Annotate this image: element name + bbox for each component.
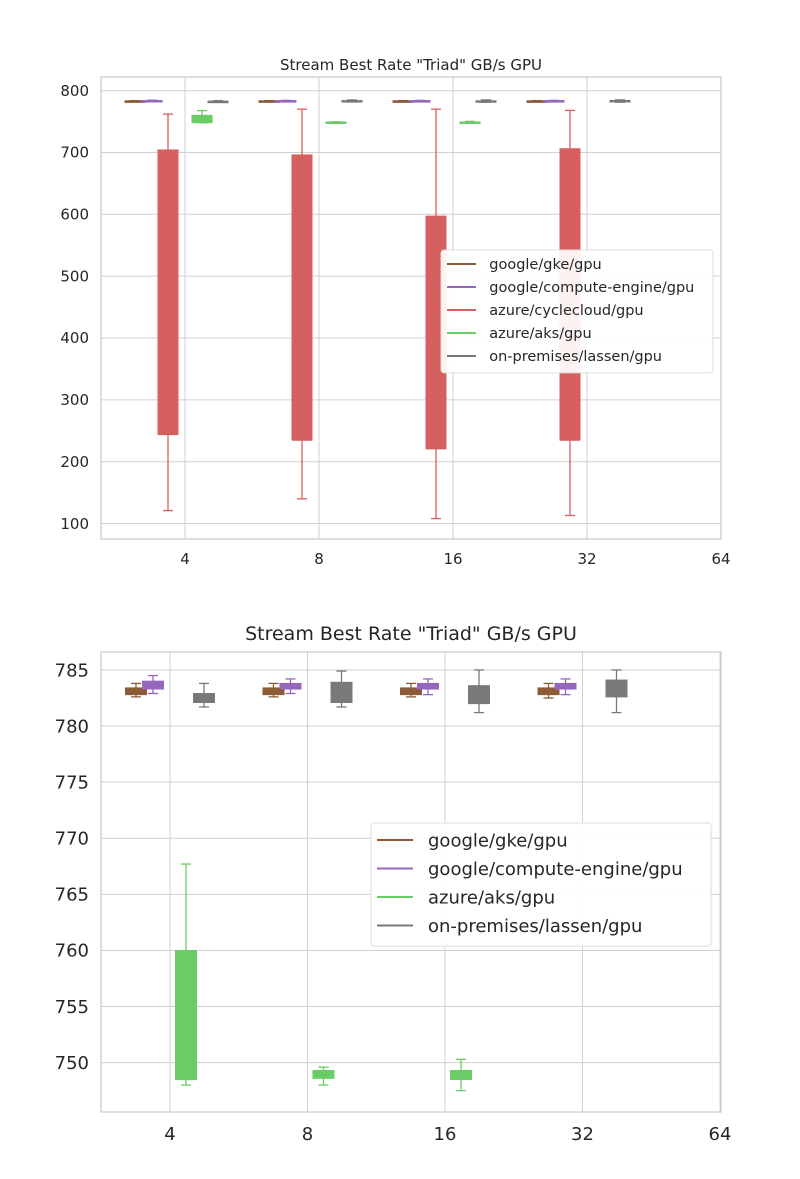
y-tick-label: 750 (55, 1053, 89, 1074)
box (175, 949, 197, 1080)
series-google-gke-gpu (125, 682, 560, 699)
x-tick-label: 64 (709, 1124, 732, 1145)
y-tick-label: 785 (55, 660, 89, 681)
x-tick-label: 64 (711, 550, 730, 568)
y-tick-label: 100 (60, 515, 89, 533)
series-azure-aks-gpu (191, 109, 481, 124)
legend-box (370, 822, 712, 947)
legend-label: on-premises/lassen/gpu (489, 349, 662, 365)
y-tick-label: 800 (60, 82, 89, 100)
series-google-compute-engine-gpu (141, 99, 565, 103)
series-azure-aks-gpu (175, 863, 472, 1092)
x-tick-label: 32 (571, 1124, 594, 1145)
legend-label: on-premises/lassen/gpu (428, 916, 642, 937)
x-tick-label: 8 (302, 1124, 313, 1145)
y-tick-label: 600 (60, 206, 89, 224)
y-tick-label: 400 (60, 329, 89, 347)
chart-title: Stream Best Rate "Triad" GB/s GPU (245, 623, 577, 645)
y-tick-label: 755 (55, 997, 89, 1018)
box (157, 149, 179, 435)
y-tick-label: 765 (55, 885, 89, 906)
box (605, 679, 628, 698)
box (193, 693, 215, 703)
y-tick-label: 500 (60, 267, 89, 285)
x-tick-label: 4 (164, 1124, 175, 1145)
y-tick-label: 300 (60, 391, 89, 409)
legend: google/gke/gpu google/compute-engine/gpu a… (440, 249, 714, 374)
legend-label: azure/cyclecloud/gpu (489, 303, 643, 319)
x-tick-label: 4 (180, 550, 190, 568)
legend-label: azure/aks/gpu (489, 326, 591, 342)
legend-label: google/compute-engine/gpu (489, 280, 694, 296)
y-tick-label: 780 (55, 716, 89, 737)
y-tick-label: 760 (55, 941, 89, 962)
x-tick-label: 8 (314, 550, 324, 568)
chart-bottom: Stream Best Rate "Triad" GB/s GPU 750 755 7… (55, 623, 732, 1145)
series-on-premises-lassen-gpu (193, 669, 628, 714)
x-tick-label: 32 (577, 550, 596, 568)
box (450, 1069, 472, 1080)
chart-title: Stream Best Rate "Triad" GB/s GPU (280, 56, 542, 74)
box (191, 114, 213, 123)
chart-top: Stream Best Rate "Triad" GB/s GPU 100 200 3… (60, 56, 730, 568)
series-google-compute-engine-gpu (142, 674, 577, 696)
series-on-premises-lassen-gpu (207, 99, 631, 104)
plot-frame (100, 76, 722, 540)
box (291, 154, 313, 441)
y-tick-label: 200 (60, 453, 89, 471)
legend-label: google/compute-engine/gpu (428, 859, 683, 880)
legend-label: google/gke/gpu (428, 830, 568, 851)
legend-box (440, 249, 714, 374)
y-tick-label: 700 (60, 144, 89, 162)
legend-label: azure/aks/gpu (428, 887, 555, 908)
x-tick-label: 16 (434, 1124, 457, 1145)
x-tick-label: 16 (443, 550, 462, 568)
plot-frame (100, 651, 722, 1113)
legend: google/gke/gpu google/compute-engine/gpu a… (370, 822, 712, 947)
box (330, 681, 353, 703)
y-tick-label: 770 (55, 829, 89, 850)
legend-label: google/gke/gpu (489, 257, 601, 273)
y-tick-label: 775 (55, 772, 89, 793)
